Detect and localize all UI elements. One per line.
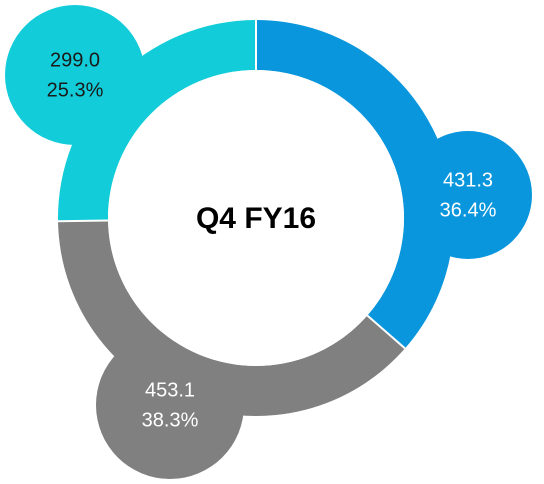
donut-segment [256, 20, 454, 349]
percentage-label: 36.4% [440, 199, 497, 221]
center-label: Q4 FY16 [196, 202, 316, 235]
value-label: 453.1 [145, 379, 195, 401]
donut-segment [57, 20, 256, 222]
value-label: 299.0 [50, 49, 100, 71]
percentage-label: 25.3% [47, 79, 104, 101]
value-label: 431.3 [443, 169, 493, 191]
donut: 431.3 36.4% 453.1 38.3% 299.0 25.3% [5, 5, 532, 479]
label-bubble [96, 331, 244, 479]
segment-separator [58, 219, 109, 223]
donut-hole [108, 70, 404, 366]
label-bubble [404, 131, 532, 259]
label-bubble [5, 5, 145, 145]
segment-separator [366, 314, 406, 350]
percentage-label: 38.3% [142, 409, 199, 431]
